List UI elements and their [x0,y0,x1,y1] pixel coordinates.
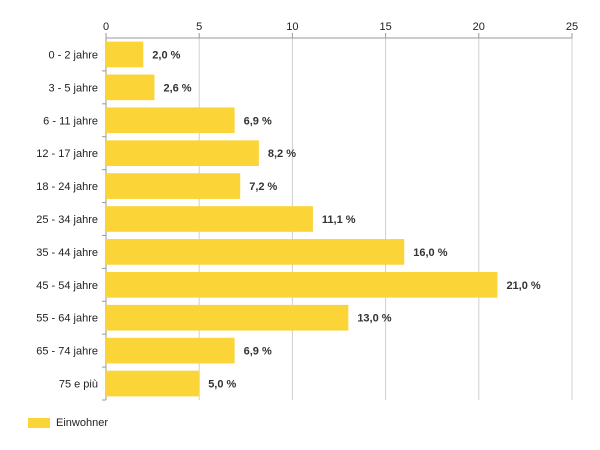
bar [106,41,144,68]
bar [106,239,405,265]
bar [106,337,235,364]
tick-label-x: 25 [566,21,578,33]
category-label: 12 - 17 jahre [36,148,98,160]
category-label: 55 - 64 jahre [36,313,98,325]
category-label: 3 - 5 jahre [48,82,98,94]
value-label: 6,9 % [244,115,272,127]
bar [106,107,235,134]
category-label: 45 - 54 jahre [36,280,98,292]
tick-label-x: 15 [379,21,391,33]
tick-label-x: 0 [103,21,109,33]
category-label: 65 - 74 jahre [36,346,98,358]
bar [106,304,349,331]
tick-label-x: 20 [473,21,485,33]
bar [106,206,313,232]
value-label: 8,2 % [268,148,296,160]
value-label: 6,9 % [244,346,272,358]
value-label: 5,0 % [208,379,236,391]
category-label: 25 - 34 jahre [36,214,98,226]
value-label: 21,0 % [506,280,540,292]
labels: 0 5 10 15 20 25 0 - 2 jahre 2,0 % 3 - 5 jahre 2,6… [36,21,578,391]
bar [106,74,155,101]
value-label: 2,0 % [152,49,180,61]
tick-label-x: 10 [286,21,298,33]
value-label: 13,0 % [357,313,391,325]
bar [106,370,200,397]
value-label: 16,0 % [413,247,447,259]
legend-swatch [28,418,50,428]
value-label: 2,6 % [163,82,191,94]
tick-label-x: 5 [196,21,202,33]
legend: Einwohner [28,417,108,429]
value-label: 7,2 % [249,181,277,193]
bars [106,41,498,397]
value-label: 11,1 % [322,214,356,226]
category-label: 18 - 24 jahre [36,181,98,193]
bar [106,140,259,167]
bar [106,173,241,199]
category-label: 35 - 44 jahre [36,247,98,259]
category-label: 6 - 11 jahre [43,115,98,127]
category-label: 0 - 2 jahre [48,49,98,61]
bar [106,271,498,298]
legend-label: Einwohner [56,417,108,429]
category-label: 75 e più [59,379,98,391]
